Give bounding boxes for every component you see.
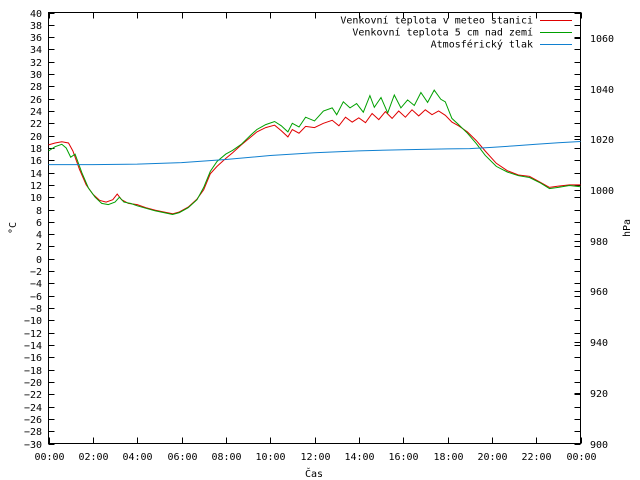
y-left-tick-label: 8 [36,206,42,217]
y-right-tick-label: 980 [590,237,608,248]
y-left-tick-label: −4 [30,279,42,290]
y-right-axis-label: hPa [622,219,633,237]
y-left-tick-label: −2 [30,267,42,278]
x-tick-label: 08:00 [211,452,241,463]
series-line-1 [48,109,581,215]
y-right-tick-label: 940 [590,338,608,349]
x-tick-label: 00:00 [566,452,596,463]
y-left-tick-label: 30 [30,70,42,81]
y-left-tick-label: −22 [24,390,42,401]
y-right-tick-label: 1060 [590,34,614,45]
y-left-tick-label: −6 [30,292,42,303]
legend-label: Atmosférický tlak [431,39,533,51]
x-tick-label: 04:00 [122,452,152,463]
y-left-tick-label: 28 [30,82,42,93]
y-left-tick-label: 32 [30,58,42,69]
plot-frame [48,12,581,444]
y-left-tick-label: −28 [24,427,42,438]
y-left-tick-label: 12 [30,181,42,192]
y-right-tick-label: 1040 [590,85,614,96]
y-left-tick-label: 20 [30,132,42,143]
y-left-tick-label: −26 [24,415,42,426]
y-right-tick-label: 1020 [590,135,614,146]
x-tick-label: 18:00 [433,452,463,463]
y-left-tick-label: 14 [30,169,42,180]
y-left-tick-label: −8 [30,304,42,315]
x-tick-label: 20:00 [477,452,507,463]
y-left-tick-label: 16 [30,156,42,167]
y-left-tick-label: −14 [24,341,42,352]
legend-label: Venkovní teplota v meteo stanici [340,15,533,27]
y-left-tick-label: −30 [24,440,42,451]
y-right-axis: 900 920 940 960 980 1000 1020 1040 1060 [574,34,614,451]
y-right-tick-label: 1000 [590,186,614,197]
series-line-3 [48,141,581,166]
x-tick-label: 12:00 [300,452,330,463]
y-left-tick-label: 40 [30,9,42,20]
y-left-tick-label: −18 [24,366,42,377]
y-left-axis: −30−28−26−24−22−20−18−16−14−12−10−8−6−4−… [24,9,581,451]
y-left-tick-label: 10 [30,193,42,204]
y-left-tick-label: 38 [30,21,42,32]
y-left-tick-label: 18 [30,144,42,155]
legend: Venkovní teplota v meteo staniciVenkovní… [340,15,572,51]
y-left-tick-label: −10 [24,316,42,327]
y-left-axis-label: °C [8,222,19,234]
y-left-tick-label: −16 [24,353,42,364]
y-right-tick-label: 960 [590,287,608,298]
y-right-tick-label: 920 [590,389,608,400]
legend-label: Venkovní teplota 5 cm nad zemí [352,27,533,39]
x-tick-label: 16:00 [388,452,418,463]
x-axis: 00:00 02:00 04:00 06:00 08:00 10:00 12:00 14:00… [34,12,597,463]
x-tick-label: 22:00 [521,452,551,463]
y-left-tick-label: 34 [30,45,42,56]
y-left-tick-label: 36 [30,33,42,44]
y-left-tick-label: 4 [36,230,42,241]
y-left-tick-label: −12 [24,329,42,340]
y-left-tick-label: 22 [30,119,42,130]
x-tick-label: 02:00 [78,452,108,463]
series-lines [48,89,581,216]
y-left-tick-label: 6 [36,218,42,229]
y-left-tick-label: 26 [30,95,42,106]
y-left-tick-label: −20 [24,378,42,389]
y-left-tick-label: 24 [30,107,42,118]
x-tick-label: 14:00 [344,452,374,463]
y-left-tick-label: 0 [36,255,42,266]
x-tick-label: 10:00 [255,452,285,463]
y-left-tick-label: 2 [36,242,42,253]
series-line-2 [48,89,581,216]
y-right-tick-label: 900 [590,440,608,451]
x-axis-label: Čas [305,467,323,480]
x-tick-label: 00:00 [34,452,64,463]
y-left-tick-label: −24 [24,403,42,414]
x-tick-label: 06:00 [167,452,197,463]
